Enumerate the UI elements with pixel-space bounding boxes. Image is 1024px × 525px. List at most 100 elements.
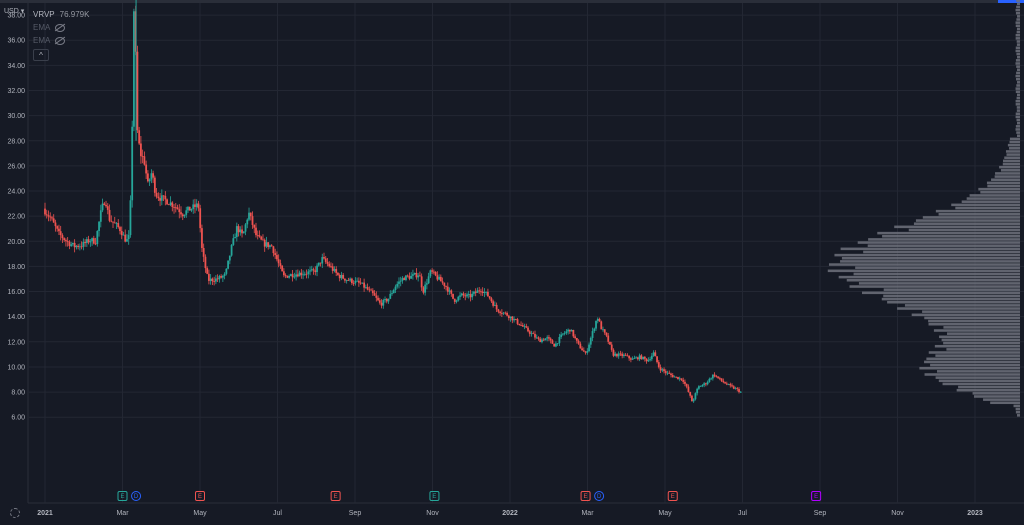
- volume-profile-bar: [930, 363, 1020, 367]
- candle-body: [98, 221, 100, 231]
- candle-body: [436, 275, 439, 280]
- candle-body: [504, 312, 507, 314]
- candle-body: [480, 291, 482, 293]
- volume-profile-bar: [1016, 84, 1020, 87]
- candle-body: [260, 236, 263, 240]
- volume-profile-bar: [858, 282, 1020, 285]
- candle-body: [619, 353, 622, 355]
- event-marker[interactable]: E: [811, 491, 822, 501]
- candle-body: [577, 340, 580, 344]
- candle-body: [739, 391, 742, 393]
- volume-profile-bar: [922, 216, 1020, 219]
- candle-body: [129, 200, 132, 236]
- candle-body: [267, 242, 270, 247]
- y-axis: 42.0040.0038.0036.0034.0032.0030.0028.00…: [7, 13, 25, 422]
- candle-body: [239, 229, 242, 233]
- event-marker-label: E: [814, 494, 818, 500]
- candle-body: [52, 218, 55, 223]
- volume-profile-bar: [922, 310, 1020, 313]
- candle-body: [223, 273, 226, 276]
- candle-body: [256, 235, 259, 236]
- event-marker[interactable]: E: [117, 491, 128, 501]
- y-tick-label: 12.00: [7, 339, 25, 346]
- candle-body: [643, 356, 646, 359]
- event-marker[interactable]: E: [330, 491, 341, 501]
- vrvp-value: 76.979K: [59, 10, 90, 19]
- candle-body: [289, 274, 292, 277]
- candle-body: [344, 278, 346, 281]
- candle-body: [61, 235, 64, 239]
- candle-body: [295, 274, 297, 277]
- candle-body: [694, 393, 697, 400]
- hidden-eye-icon[interactable]: [55, 23, 66, 32]
- candle-body: [296, 274, 299, 277]
- candle-body: [544, 338, 547, 341]
- candle-body: [246, 219, 249, 225]
- event-marker[interactable]: E: [667, 491, 678, 501]
- event-marker-label: E: [198, 494, 202, 500]
- candle-body: [443, 282, 446, 287]
- candle-body: [432, 271, 435, 273]
- event-marker[interactable]: E: [195, 491, 205, 501]
- candle-body: [216, 278, 219, 280]
- volume-profile-bar: [1016, 65, 1020, 68]
- candle-body: [520, 325, 522, 326]
- event-marker[interactable]: E: [429, 491, 440, 501]
- candle-body: [319, 262, 322, 264]
- candle-body: [59, 231, 62, 236]
- candle-body: [521, 325, 524, 327]
- candle-body: [666, 372, 669, 374]
- volume-profile-bar: [990, 401, 1020, 405]
- candle-body: [150, 173, 153, 180]
- x-tick-label: Nov: [891, 510, 904, 517]
- candle-body: [391, 293, 393, 294]
- candle-body: [162, 195, 165, 197]
- vrvp-name: VRVP: [33, 10, 55, 19]
- settings-icon[interactable]: [10, 508, 20, 518]
- candle-body: [699, 386, 702, 388]
- candle-body: [326, 261, 329, 264]
- candle-body: [595, 320, 597, 329]
- candle-body: [192, 204, 195, 209]
- y-tick-label: 30.00: [7, 113, 25, 120]
- candle-body: [84, 241, 87, 243]
- earnings-marker-icon: [195, 491, 205, 501]
- volume-profile-bar: [840, 260, 1020, 263]
- candle-body: [591, 331, 594, 338]
- event-marker[interactable]: D: [131, 491, 142, 501]
- candle-body: [235, 226, 238, 238]
- candle-body: [178, 209, 181, 213]
- dividend-marker-icon: [131, 491, 142, 501]
- candle-body: [539, 338, 542, 343]
- candle-body: [511, 316, 514, 321]
- event-marker[interactable]: D: [594, 491, 605, 501]
- volume-profile-bar: [1005, 150, 1020, 153]
- candle-body: [159, 198, 161, 201]
- event-marker-label: E: [584, 494, 588, 500]
- candle-body: [398, 281, 400, 284]
- candle-body: [65, 240, 67, 242]
- candle-body: [630, 358, 632, 360]
- volume-profile-bar: [942, 382, 1020, 386]
- candle-body: [187, 206, 189, 211]
- candle-body: [614, 353, 617, 356]
- candle-body: [509, 316, 512, 319]
- legend-row-ema-1[interactable]: EMA: [33, 21, 89, 34]
- candle-body: [420, 276, 423, 288]
- candle-body: [561, 333, 564, 335]
- volume-profile-bar: [897, 307, 1020, 310]
- top-border: [0, 0, 1024, 3]
- candle-body: [605, 332, 608, 336]
- volume-profile-bar: [1015, 128, 1020, 131]
- legend-row-vrvp[interactable]: VRVP 76.979K: [33, 8, 89, 21]
- hidden-eye-icon[interactable]: [55, 36, 66, 45]
- collapse-legend-button[interactable]: ^: [33, 49, 49, 61]
- legend-row-ema-2[interactable]: EMA: [33, 34, 89, 47]
- event-marker[interactable]: E: [580, 491, 591, 501]
- candle-body: [174, 207, 177, 209]
- candle-body: [584, 351, 587, 353]
- currency-selector[interactable]: USD ▾: [4, 8, 25, 15]
- candle-body: [127, 235, 130, 240]
